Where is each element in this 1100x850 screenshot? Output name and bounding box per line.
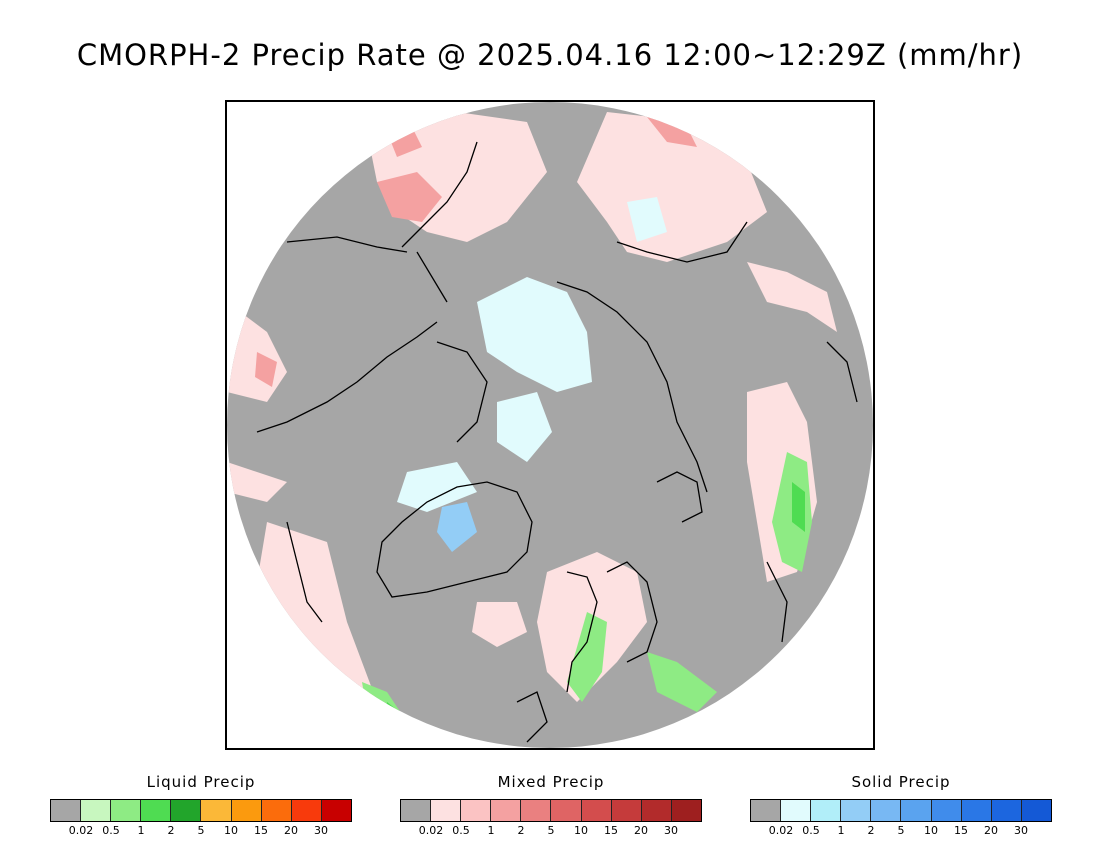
legend-solid-tick: 2 [867,824,875,837]
legend-solid-tick: 5 [897,824,905,837]
legend-solid-ticks: 0.02 0.5 1 2 5 10 15 20 30 [750,822,1052,838]
legend-mixed-tick: 15 [604,824,618,837]
polar-precip-map [227,102,873,748]
legend-mixed-swatch-2 [461,800,492,821]
legend-mixed-tick: 5 [547,824,555,837]
legend-solid-swatch-8 [991,800,1022,821]
legend-solid-swatch-2 [811,800,842,821]
legend-liquid-tick: 15 [254,824,268,837]
legend-mixed-swatch-5 [551,800,582,821]
legend-mixed-colorbar [400,799,702,822]
legend-solid-title: Solid Precip [851,773,951,791]
legend-solid-swatch-3 [841,800,872,821]
legend-solid-tick: 20 [984,824,998,837]
legend-liquid-swatch-8 [291,800,322,821]
legend-liquid-colorbar [50,799,352,822]
legend-solid-tick: 0.5 [802,824,820,837]
legend-liquid-swatch-1 [81,800,112,821]
legend-liquid-tick: 2 [167,824,175,837]
legend-liquid-swatch-0 [51,800,82,821]
legend-liquid-swatch-6 [231,800,262,821]
legend-liquid-tick: 30 [314,824,328,837]
legend-solid-swatch-7 [961,800,992,821]
legend-liquid-tick: 1 [137,824,145,837]
legend-solid-swatch-0 [751,800,782,821]
legend-solid-tick: 1 [837,824,845,837]
legend-mixed-tick: 0.5 [452,824,470,837]
map-title: CMORPH-2 Precip Rate @ 2025.04.16 12:00~… [76,38,1024,72]
legend-solid-tick: 30 [1014,824,1028,837]
legend-liquid: Liquid Precip 0.02 0.5 1 2 5 10 15 20 30 [50,772,352,842]
legend-solid-tick: 0.02 [768,824,794,837]
legend-liquid-swatch-4 [171,800,202,821]
legend-liquid-title: Liquid Precip [146,773,256,791]
coastlines [256,141,858,743]
legend-mixed-swatch-9 [671,800,701,821]
legend-solid-swatch-9 [1021,800,1051,821]
legend-liquid-tick: 20 [284,824,298,837]
legend-solid-swatch-5 [901,800,932,821]
legend-mixed-swatch-7 [611,800,642,821]
legend-mixed-swatch-3 [491,800,522,821]
legend-mixed-tick: 0.02 [418,824,444,837]
legend-mixed-swatch-8 [641,800,672,821]
legend-liquid-tick: 0.02 [68,824,94,837]
legend-mixed-swatch-4 [521,800,552,821]
legend-liquid-swatch-7 [261,800,292,821]
legend-mixed-tick: 10 [574,824,588,837]
legend-mixed-tick: 20 [634,824,648,837]
legend-solid-colorbar [750,799,1052,822]
legend-solid-swatch-1 [781,800,812,821]
globe-disk [227,102,873,748]
legend-liquid-tick: 5 [197,824,205,837]
legend-mixed-tick: 2 [517,824,525,837]
solid-precip-regions [397,197,667,512]
legend-solid-swatch-6 [931,800,962,821]
legend-solid-swatch-4 [871,800,902,821]
legend-liquid-tick: 10 [224,824,238,837]
legend-liquid-swatch-2 [111,800,142,821]
legend-liquid-swatch-3 [141,800,172,821]
legend-mixed: Mixed Precip 0.02 0.5 1 2 5 10 15 20 30 [400,772,702,842]
legend-solid-tick: 10 [924,824,938,837]
solid-precip-heavier [437,502,477,552]
legend-liquid-ticks: 0.02 0.5 1 2 5 10 15 20 30 [50,822,352,838]
legend-mixed-tick: 1 [487,824,495,837]
legend-mixed-swatch-1 [431,800,462,821]
legend-liquid-swatch-9 [321,800,351,821]
legend-mixed-tick: 30 [664,824,678,837]
polar-map-frame [225,100,875,750]
legend-mixed-title: Mixed Precip [497,773,605,791]
legend-solid-tick: 15 [954,824,968,837]
legend-mixed-swatch-0 [401,800,432,821]
legend-liquid-tick: 0.5 [102,824,120,837]
legend-liquid-swatch-5 [201,800,232,821]
legend-solid: Solid Precip 0.02 0.5 1 2 5 10 15 20 30 [750,772,1052,842]
legend-mixed-ticks: 0.02 0.5 1 2 5 10 15 20 30 [400,822,702,838]
legend-mixed-swatch-6 [581,800,612,821]
